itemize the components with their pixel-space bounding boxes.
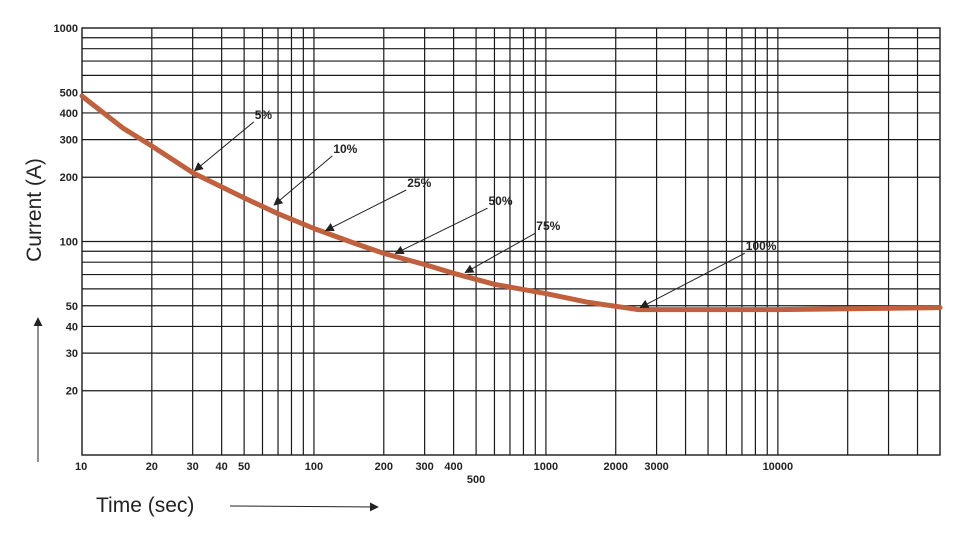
- annotation-arrow: [273, 155, 333, 206]
- y-tick-label: 1000: [54, 23, 78, 35]
- annotation-label: 5%: [255, 108, 273, 122]
- annotation-arrow: [639, 252, 746, 308]
- annotation-label: 75%: [536, 219, 560, 233]
- grid: [82, 28, 940, 455]
- x-tick-label: 10000: [763, 461, 794, 473]
- x-tick-label: 100: [305, 461, 323, 473]
- x-tick-label: 200: [375, 461, 393, 473]
- x-tick-label: 400: [444, 461, 462, 473]
- x-tick-label: 1000: [534, 461, 558, 473]
- data-series: [79, 93, 943, 313]
- annotation-arrow: [324, 189, 407, 232]
- x-tick-label: 300: [415, 461, 433, 473]
- y-tick-label: 30: [66, 348, 78, 360]
- x-tick-label: 3000: [644, 461, 668, 473]
- x-tick-label: 10: [75, 461, 87, 473]
- annotation-arrow: [464, 232, 536, 274]
- x-tick-label: 40: [216, 461, 228, 473]
- x-axis-title: Time (sec): [96, 494, 194, 517]
- y-tick-label: 200: [60, 172, 78, 184]
- y-tick-label: 300: [60, 135, 78, 147]
- x-tick-label: 20: [146, 461, 158, 473]
- y-tick-label: 50: [66, 301, 78, 313]
- annotation-arrow: [394, 207, 488, 254]
- annotations: 5% 10% 25% 50% 75% 100%: [193, 108, 777, 308]
- x-tick-label: 50: [238, 461, 250, 473]
- y-axis-title: Current (A): [23, 158, 46, 262]
- y-tick-label: 500: [60, 87, 78, 99]
- annotation-label: 100%: [746, 239, 777, 253]
- y-tick-label: 20: [66, 386, 78, 398]
- x-tick-label: 500: [467, 474, 485, 486]
- annotation-label: 25%: [407, 176, 431, 190]
- y-tick-label: 40: [66, 321, 78, 333]
- annotation-arrow: [193, 121, 255, 172]
- annotation-label: 10%: [333, 142, 357, 156]
- x-axis-arrow: [229, 502, 379, 512]
- x-tick-label: 30: [187, 461, 199, 473]
- series-line: [79, 93, 943, 313]
- x-tick-label: 2000: [603, 461, 627, 473]
- y-tick-label: 400: [60, 108, 78, 120]
- annotation-label: 50%: [489, 194, 513, 208]
- plot-frame: [81, 27, 941, 456]
- tick-labels: 10 20 30 40 50 100 200 300 400 500 1000 2000 3000 100…: [54, 23, 794, 486]
- y-tick-label: 100: [60, 237, 78, 249]
